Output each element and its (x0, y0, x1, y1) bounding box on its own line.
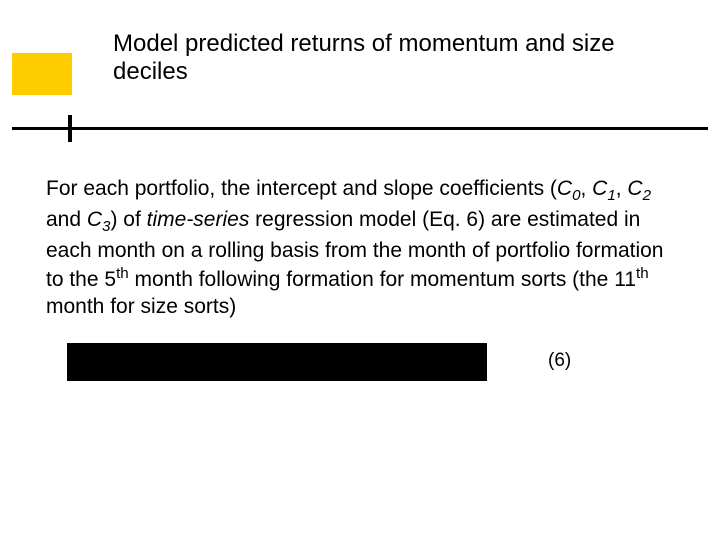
text-and: and (46, 208, 87, 231)
accent-box (12, 53, 72, 95)
time-series: time-series (147, 208, 250, 231)
coef-c2-sub: 2 (643, 187, 651, 204)
coef-c2: C (627, 177, 642, 200)
text-post3: month for size sorts) (46, 295, 236, 318)
sup-th2: th (636, 265, 649, 282)
slide: Model predicted returns of momentum and … (0, 0, 720, 540)
sup-th1: th (116, 265, 129, 282)
equation-label: (6) (548, 350, 571, 372)
page-title: Model predicted returns of momentum and … (113, 30, 673, 86)
coef-c1: C (592, 177, 607, 200)
sep1: , (616, 177, 628, 200)
text-pre: For each portfolio, the intercept and sl… (46, 177, 557, 200)
text-mid: ) of (110, 208, 146, 231)
equation-box (67, 343, 487, 381)
sep0: , (580, 177, 592, 200)
body-paragraph: For each portfolio, the intercept and sl… (46, 175, 682, 321)
text-post2: month following formation for momentum s… (129, 268, 636, 291)
header: Model predicted returns of momentum and … (113, 30, 673, 86)
divider-horizontal-main (12, 127, 708, 130)
coef-c1-sub: 1 (607, 187, 615, 204)
coef-c0: C (557, 177, 572, 200)
coef-c3: C (87, 208, 102, 231)
